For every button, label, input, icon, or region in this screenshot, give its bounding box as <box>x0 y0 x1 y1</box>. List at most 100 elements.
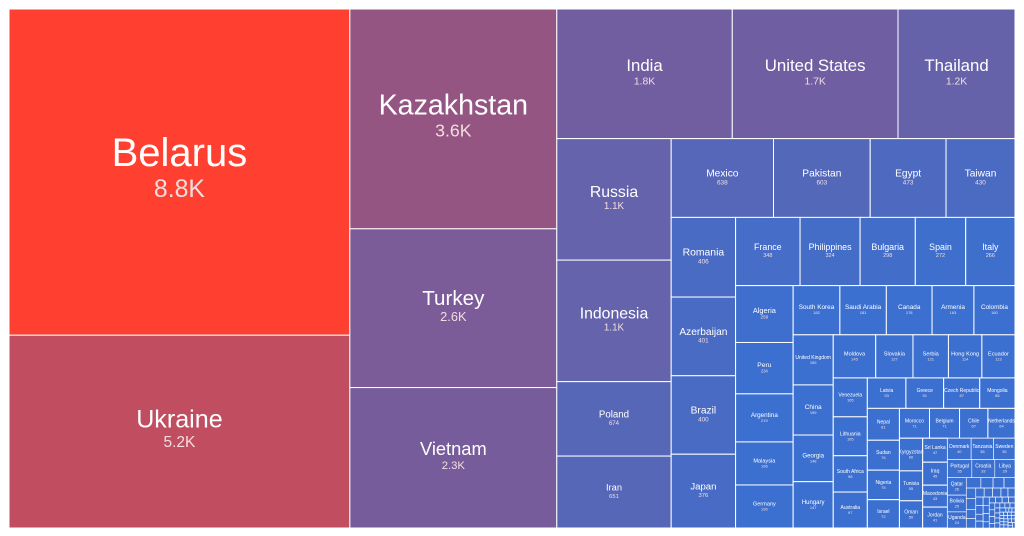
treemap-cell <box>982 513 990 523</box>
cell-value-label: 181 <box>860 310 867 315</box>
cell-value-label: 25 <box>955 504 960 509</box>
cell-name-label: Japan <box>690 482 716 493</box>
treemap-cell <box>670 296 737 377</box>
cell-value-label: 60 <box>909 455 914 460</box>
treemap-cell <box>999 502 1006 509</box>
cell-name-label: Nigeria <box>875 480 891 486</box>
treemap-cell <box>735 393 794 443</box>
cell-value-label: 2.6K <box>440 309 467 324</box>
cell-value-label: 651 <box>609 494 619 500</box>
cell-name-label: Netherlands <box>988 418 1015 424</box>
treemap-cell <box>1012 522 1016 529</box>
cell-value-label: 3.6K <box>435 121 472 141</box>
treemap-cell <box>349 8 558 230</box>
treemap-cell <box>912 334 949 379</box>
cell-value-label: 55 <box>909 486 914 491</box>
cell-name-label: Iran <box>606 483 622 493</box>
cell-name-label: Azerbaijan <box>679 327 727 338</box>
cell-value-label: 348 <box>763 253 772 259</box>
cell-name-label: Tanzania <box>972 444 992 450</box>
cell-name-label: Czech Republic <box>944 388 980 394</box>
treemap-cell <box>992 477 1005 489</box>
cell-value-label: 473 <box>903 179 914 186</box>
cell-name-label: Macedonia <box>923 491 948 497</box>
treemap-cell <box>1004 502 1011 509</box>
cell-name-label: Libya <box>999 464 1011 470</box>
cell-name-label: Bulgaria <box>871 242 904 252</box>
treemap-cell <box>965 487 977 500</box>
treemap-cell <box>1003 518 1009 523</box>
cell-name-label: Ecuador <box>988 351 1009 357</box>
treemap-cell <box>859 216 916 287</box>
treemap-cell <box>1010 511 1016 516</box>
treemap-cell <box>832 377 868 418</box>
treemap-cell <box>731 8 899 140</box>
treemap-cell <box>1003 524 1009 529</box>
cell-value-label: 105 <box>847 397 854 402</box>
treemap-cell <box>792 481 834 529</box>
cell-value-label: 93 <box>884 393 889 398</box>
cell-name-label: Egypt <box>895 168 921 179</box>
treemap-cell <box>994 512 1001 519</box>
cell-name-label: Chile <box>968 418 980 424</box>
treemap-cell <box>981 334 1016 379</box>
treemap-cell <box>982 505 990 514</box>
cell-name-label: Thailand <box>924 56 988 75</box>
treemap-cell <box>999 515 1005 519</box>
cell-name-label: Saudi Arabia <box>845 304 882 311</box>
cell-name-label: Bolivia <box>949 499 964 505</box>
cell-value-label: 75 <box>881 485 886 490</box>
treemap-cell <box>979 377 1016 409</box>
cell-value-label: 1.8K <box>634 76 655 87</box>
cell-value-label: 35 <box>957 469 962 474</box>
cell-name-label: Iraq <box>931 469 940 475</box>
cell-value-label: 81 <box>881 424 886 429</box>
cell-value-label: 196 <box>761 463 768 468</box>
cell-name-label: Denmark <box>949 444 970 450</box>
cell-value-label: 36 <box>1002 449 1007 454</box>
treemap-cell <box>905 377 945 409</box>
cell-name-label: Philippines <box>809 242 852 252</box>
treemap-cell <box>959 407 989 439</box>
cell-name-label: Kazakhstan <box>379 89 528 121</box>
cell-value-label: 127 <box>891 356 898 361</box>
treemap-cell <box>670 138 774 218</box>
treemap-cell <box>982 521 990 529</box>
cell-value-label: 85 <box>995 393 1000 398</box>
cell-name-label: Sri Lanka <box>924 445 945 451</box>
cell-value-label: 72 <box>881 514 886 519</box>
cell-value-label: 182 <box>813 310 820 315</box>
cell-name-label: Kyrgyzstan <box>899 450 924 456</box>
treemap-cell <box>8 8 351 336</box>
cell-value-label: 178 <box>906 310 913 315</box>
cell-value-label: 71 <box>942 423 947 428</box>
treemap-cell <box>735 341 794 395</box>
treemap-cell <box>1007 487 1016 498</box>
cell-name-label: Peru <box>757 362 771 369</box>
cell-value-label: 87 <box>959 393 964 398</box>
treemap-cell <box>832 491 868 529</box>
cell-value-label: 105 <box>847 436 854 441</box>
treemap-cell <box>670 216 737 298</box>
cell-name-label: Latvia <box>880 388 894 394</box>
treemap-cell <box>999 511 1004 516</box>
cell-name-label: United Kingdom <box>795 355 831 361</box>
cell-name-label: Portugal <box>950 464 969 470</box>
cell-name-label: Israel <box>877 509 889 515</box>
cell-name-label: Canada <box>898 304 921 311</box>
treemap-cell <box>556 455 672 529</box>
treemap-cell <box>975 505 984 515</box>
cell-name-label: South Africa <box>837 469 864 475</box>
treemap-cell <box>670 453 737 529</box>
cell-name-label: Algeria <box>753 306 777 315</box>
cell-value-label: 40 <box>957 449 962 454</box>
treemap-cell <box>792 384 834 436</box>
treemap-cell <box>988 516 996 524</box>
treemap-cell <box>1003 477 1016 489</box>
treemap-cell <box>556 8 733 140</box>
cell-name-label: Spain <box>929 242 952 252</box>
cell-value-label: 163 <box>950 310 957 315</box>
treemap-cell <box>945 138 1016 218</box>
treemap-cell <box>975 513 984 522</box>
cell-name-label: Italy <box>982 242 999 252</box>
